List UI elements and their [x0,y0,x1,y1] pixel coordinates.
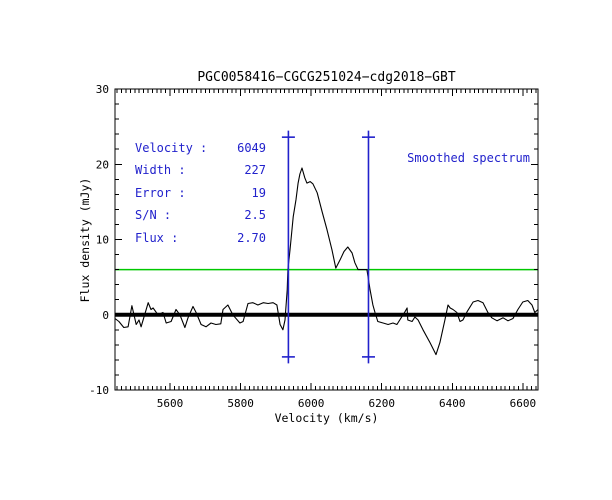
stat-row-width: Width : 227 [135,163,266,185]
smoothed-spectrum-label: Smoothed spectrum [407,151,530,165]
y-tick-label: 30 [96,83,109,96]
x-tick-label: 5800 [227,397,254,410]
stat-row-velocity: Velocity : 6049 [135,141,266,163]
stat-row-flux: Flux : 2.70 [135,231,266,253]
fit-stats-panel: Velocity : 6049 Width : 227 Error : 19 S… [135,141,266,253]
stat-row-error: Error : 19 [135,186,266,208]
stat-value: 19 [251,185,266,200]
x-tick-label: 6400 [439,397,466,410]
x-tick-label: 6200 [368,397,395,410]
stat-value: 227 [244,163,266,178]
x-tick-label: 6000 [298,397,325,410]
y-tick-label: 0 [102,309,109,322]
spectrum-line [114,167,539,356]
stat-value: 2.5 [244,208,266,223]
y-axis-title: Flux density (mJy) [78,177,92,303]
stat-label: S/N : [135,208,172,223]
x-tick-label: 5600 [157,397,184,410]
y-tick-label: -10 [89,384,109,397]
x-tick-label: 6600 [510,397,537,410]
stat-value: 2.70 [237,230,266,245]
stat-label: Flux : [135,230,179,245]
x-axis-title: Velocity (km/s) [274,411,379,425]
stat-label: Error : [135,185,186,200]
y-tick-label: 20 [96,158,109,171]
stat-row-sn: S/N : 2.5 [135,208,266,230]
stat-label: Velocity : [135,141,208,155]
stat-label: Width : [135,163,186,178]
y-tick-label: 10 [96,234,109,247]
stat-value: 6049 [237,141,266,155]
plot-title: PGC0058416−CGCG251024−cdg2018−GBT [197,70,456,85]
